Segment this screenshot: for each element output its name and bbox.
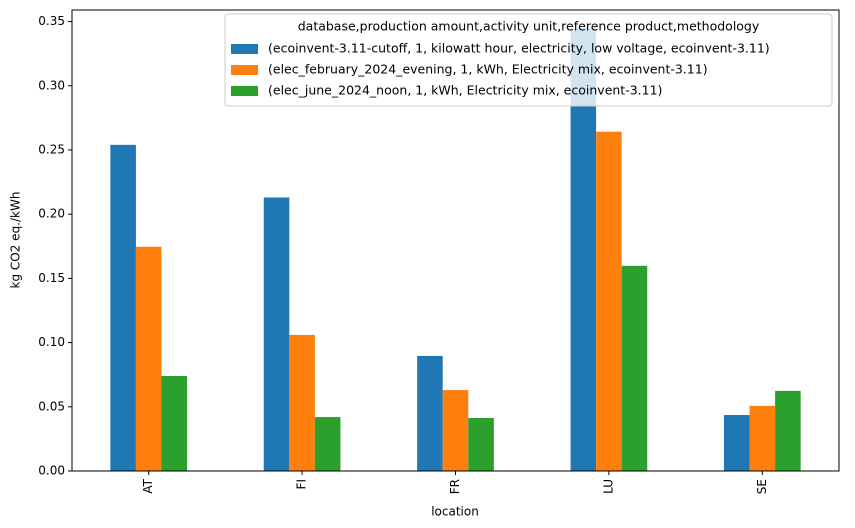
bar <box>417 355 443 471</box>
bar <box>314 417 341 471</box>
bar <box>110 144 136 471</box>
bar <box>161 375 188 471</box>
x-tick-label: FR <box>448 479 462 494</box>
bar <box>749 405 776 471</box>
y-tick-label: 0.30 <box>38 78 65 92</box>
legend: database,production amount,activity unit… <box>224 13 833 107</box>
y-tick-label: 0.05 <box>38 399 65 413</box>
bar <box>289 334 315 471</box>
plot-frame <box>71 9 840 472</box>
legend-label: (ecoinvent-3.11-cutoff, 1, kilowatt hour… <box>268 41 770 56</box>
y-tick-label: 0.20 <box>38 207 65 221</box>
y-tick-label: 0.15 <box>38 271 65 285</box>
legend-swatch <box>231 65 258 75</box>
legend-swatch <box>231 44 258 54</box>
y-axis-label: kg CO2 eq./kWh <box>9 192 23 289</box>
bar <box>263 197 290 472</box>
y-tick-label: 0.25 <box>38 142 65 156</box>
legend-swatch <box>231 86 258 96</box>
bar <box>442 390 469 471</box>
legend-label: (elec_june_2024_noon, 1, kWh, Electricit… <box>268 83 662 98</box>
x-tick-label: LU <box>601 479 615 494</box>
bar <box>468 417 494 471</box>
x-tick-label: FI <box>295 479 309 489</box>
legend-label: (elec_february_2024_evening, 1, kWh, Ele… <box>268 62 708 77</box>
x-tick-label: AT <box>141 478 155 493</box>
legend-box <box>224 13 833 107</box>
bar <box>135 246 162 471</box>
bar <box>621 265 648 471</box>
bar <box>723 415 750 471</box>
x-tick-label: SE <box>755 479 769 494</box>
y-tick-label: 0.10 <box>38 335 65 349</box>
legend-title: database,production amount,activity unit… <box>298 19 760 34</box>
y-tick-label: 0.00 <box>38 464 65 478</box>
bar <box>775 390 801 471</box>
y-tick-label: 0.35 <box>38 14 65 28</box>
bar <box>596 131 622 472</box>
x-axis-label: location <box>431 505 479 519</box>
